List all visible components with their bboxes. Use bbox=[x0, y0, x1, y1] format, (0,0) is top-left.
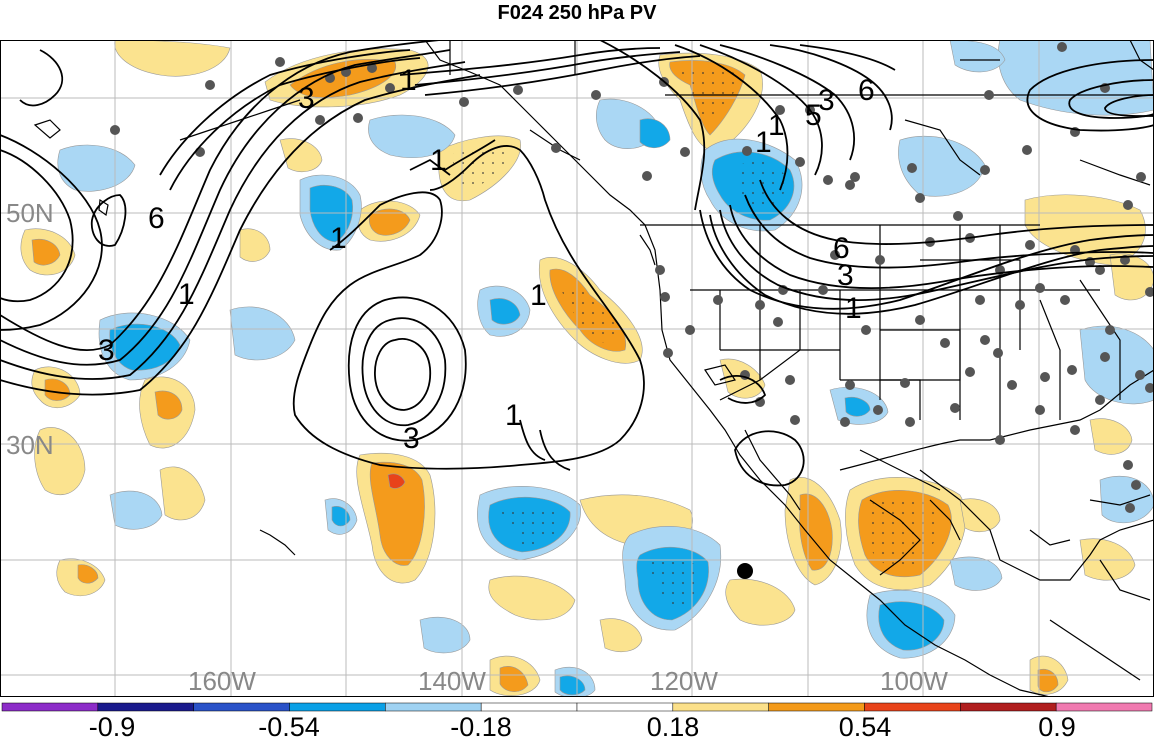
colorbar-swatch bbox=[97, 702, 194, 712]
lat-label-50n: 50N bbox=[6, 198, 54, 228]
colorbar bbox=[1, 702, 1153, 712]
colorbar-tick-label: 0.18 bbox=[647, 712, 700, 739]
contour-label: 1 bbox=[178, 278, 195, 311]
contour-label: 1 bbox=[755, 126, 772, 159]
colorbar-tick-labels: -0.9 -0.54 -0.18 0.18 0.54 0.9 bbox=[89, 712, 1076, 739]
colorbar-swatch bbox=[672, 702, 769, 712]
contour-label: 1 bbox=[400, 64, 417, 97]
coastlines-and-borders bbox=[33, 40, 1154, 697]
contour-label: 3 bbox=[98, 334, 115, 367]
plot-title: F024 250 hPa PV bbox=[497, 2, 657, 24]
lat-label-30n: 30N bbox=[6, 430, 54, 460]
colorbar-swatch bbox=[960, 702, 1057, 712]
colorbar-swatch bbox=[193, 702, 290, 712]
colorbar-swatch bbox=[864, 702, 961, 712]
station-markers bbox=[110, 42, 1154, 513]
colorbar-tick-label: -0.9 bbox=[89, 712, 136, 739]
contour-label: 3 bbox=[818, 84, 835, 117]
contour-label: 3 bbox=[837, 259, 854, 292]
lon-label-140w: 140W bbox=[418, 666, 486, 696]
colorbar-tick-label: 0.54 bbox=[839, 712, 892, 739]
lon-label-120w: 120W bbox=[650, 666, 718, 696]
lon-label-100w: 100W bbox=[880, 666, 948, 696]
colorbar-swatch bbox=[1055, 702, 1153, 712]
contour-label-group: 3 1 6 1 3 1 1 1 1 3 1 1 6 3 5 6 3 1 bbox=[98, 64, 875, 455]
contour-label: 1 bbox=[845, 292, 862, 325]
colorbar-swatch bbox=[385, 702, 482, 712]
contour-label: 5 bbox=[805, 99, 822, 132]
contour-label: 3 bbox=[298, 82, 315, 115]
contour-label: 1 bbox=[330, 222, 347, 255]
contour-label: 3 bbox=[403, 422, 420, 455]
lon-label-160w: 160W bbox=[188, 666, 256, 696]
colorbar-swatch bbox=[1, 702, 99, 712]
colorbar-tick-label: 0.9 bbox=[1038, 712, 1076, 739]
contour-label: 6 bbox=[833, 232, 850, 265]
colorbar-tick-label: -0.54 bbox=[258, 712, 320, 739]
colorbar-swatch bbox=[480, 702, 578, 712]
contour-label: 1 bbox=[530, 279, 547, 312]
colorbar-tick-label: -0.18 bbox=[450, 712, 512, 739]
colorbar-swatch bbox=[289, 702, 386, 712]
contour-label: 6 bbox=[858, 74, 875, 107]
colorbar-swatch bbox=[576, 702, 674, 712]
contour-label: 1 bbox=[430, 144, 447, 177]
pv-contours bbox=[0, 40, 1154, 487]
contour-label: 1 bbox=[505, 399, 522, 432]
storm-marker bbox=[737, 563, 753, 579]
contour-label: 6 bbox=[148, 202, 165, 235]
contour-label: 1 bbox=[768, 109, 785, 142]
colorbar-swatch bbox=[768, 702, 865, 712]
